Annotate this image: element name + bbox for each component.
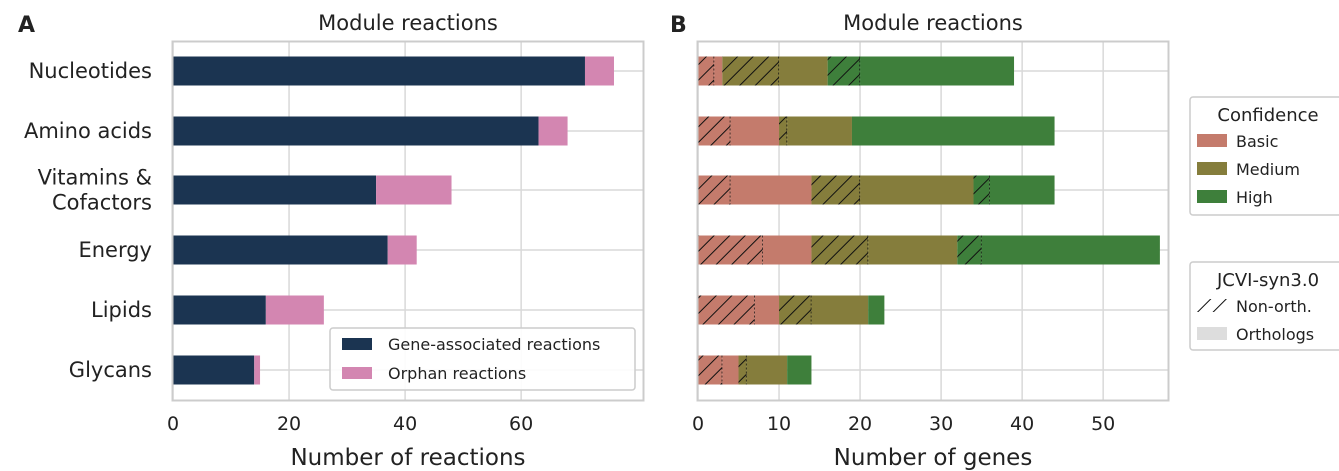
panel-b-x-tick: 30 [929,413,953,435]
panel-b-frame [696,40,1170,402]
jcvi-legend-title: JCVI-syn3.0 [1216,270,1319,291]
panel-b-x-label: Number of genes [834,445,1033,471]
category-label: Nucleotides [29,59,152,83]
panel-b-grid [697,41,1168,400]
category-label: Vitamins & Cofactors [38,166,152,215]
orphan-bar [376,175,452,205]
basic-non-orth-segment-hatch [698,175,731,205]
panel-a-frame [171,40,645,402]
confidence-legend-frame [1189,96,1339,216]
category-label: Amino acids [24,119,152,143]
category-label: Energy [78,238,152,262]
panel-b-bars [698,56,1160,385]
gene-associated-bar [173,116,539,146]
category-label: Glycans [69,358,152,382]
high-orthologs-segment [981,235,1160,265]
orphan-bar [538,116,568,146]
medium-orthologs-segment [746,355,788,385]
basic-non-orth-segment-hatch [698,56,715,86]
legend-swatch-orphan [342,367,372,379]
basic-orthologs-segment [722,355,739,385]
high-orthologs-segment [851,116,1055,146]
panel-b-x-ticks: 0 10 20 30 40 50 [692,413,1115,435]
panel-b-letter: B [670,13,687,38]
legend-label-basic: Basic [1236,132,1278,151]
high-orthologs-segment [868,295,885,325]
panel-a-legend-frame [329,327,636,391]
orphan-bar [265,295,324,325]
gene-associated-bar [173,295,266,325]
panel-a-letter: A [18,13,35,38]
legend-swatch-orthologs [1197,327,1227,340]
basic-orthologs-segment [730,175,812,205]
legend-label-non-orth: Non-orth. [1236,297,1312,316]
legend-label-medium: Medium [1236,160,1300,179]
orphan-bar [387,235,417,265]
category-label: Lipids [91,298,152,322]
medium-non-orth-segment-hatch [779,116,788,146]
medium-orthologs-segment [811,295,869,325]
legend-swatch-medium [1197,162,1227,175]
basic-non-orth-segment-hatch [698,235,763,265]
basic-orthologs-segment [754,295,780,325]
medium-non-orth-segment-hatch [811,235,869,265]
panel-b-x-tick: 0 [692,413,704,435]
high-orthologs-segment [787,355,812,385]
panel-a-x-label: Number of reactions [290,445,525,471]
high-non-orth-segment-hatch [827,56,861,86]
legend-label-high: High [1236,188,1273,207]
gene-associated-bar [173,56,585,86]
medium-orthologs-segment [787,116,852,146]
orphan-bar [254,355,261,385]
panel-b-x-tick: 50 [1091,413,1115,435]
panel-b-x-tick: 40 [1010,413,1034,435]
panel-b-title: Module reactions [843,11,1023,35]
basic-non-orth-segment-hatch [698,295,755,325]
legend-swatch-non-orth [1197,299,1227,312]
legend-swatch-high [1197,190,1227,203]
legend-swatch-basic [1197,134,1227,147]
jcvi-legend: JCVI-syn3.0 Non-orth. Orthologs [1189,261,1339,351]
legend-label-orphan: Orphan reactions [388,364,526,383]
panel-b-x-tick: 10 [767,413,791,435]
medium-non-orth-segment-hatch [738,355,747,385]
gene-associated-bar [173,175,377,205]
basic-orthologs-segment [762,235,812,265]
medium-orthologs-segment [868,235,958,265]
jcvi-legend-frame [1189,261,1339,351]
high-orthologs-segment [860,56,1015,86]
orphan-bar [584,56,614,86]
basic-orthologs-segment [730,116,780,146]
panel-a-categories: Nucleotides Amino acids Vitamins & Cofactor… [24,59,152,382]
medium-non-orth-segment-hatch [779,295,812,325]
basic-orthologs-segment [714,56,723,86]
confidence-legend-title: Confidence [1217,105,1318,126]
medium-non-orth-segment-hatch [722,56,780,86]
high-orthologs-segment [989,175,1055,205]
panel-a-x-tick: 0 [167,413,179,435]
medium-non-orth-segment-hatch [811,175,861,205]
panel-a-legend: Gene-associated reactions Orphan reactio… [329,327,636,391]
panel-a-x-tick: 60 [509,413,533,435]
high-non-orth-segment-hatch [957,235,982,265]
panel-a-x-tick: 20 [277,413,301,435]
legend-label-orthologs: Orthologs [1236,325,1314,344]
panel-a-bars [173,56,614,385]
legend-label-gene-associated: Gene-associated reactions [388,335,600,354]
panel-b-x-tick: 20 [848,413,872,435]
panel-a-x-ticks: 0 20 40 60 [167,413,533,435]
panel-a-title: Module reactions [318,11,498,35]
gene-associated-bar [173,235,388,265]
legend-swatch-gene-associated [342,338,372,350]
basic-non-orth-segment-hatch [698,116,731,146]
medium-orthologs-segment [860,175,974,205]
gene-associated-bar [173,355,255,385]
confidence-legend: Confidence Basic Medium High [1189,96,1339,216]
high-non-orth-segment-hatch [973,175,990,205]
basic-non-orth-segment-hatch [698,355,723,385]
panel-a-x-tick: 40 [393,413,417,435]
medium-orthologs-segment [779,56,828,86]
